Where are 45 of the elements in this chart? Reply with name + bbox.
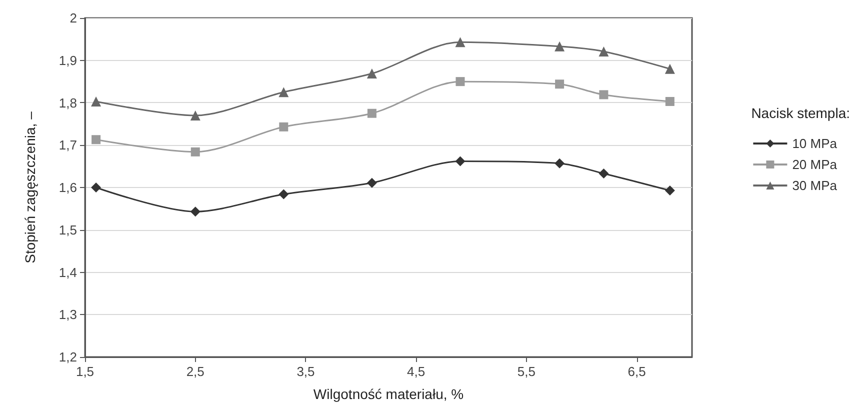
legend-label: 20 MPa — [792, 157, 838, 172]
point — [367, 108, 376, 118]
x-tick-label: 5,5 — [517, 364, 536, 379]
y-tick-label: 1,6 — [58, 180, 77, 195]
point — [598, 46, 609, 56]
point — [91, 96, 102, 106]
point — [664, 185, 675, 196]
x-tick-label: 4,5 — [407, 364, 426, 379]
point — [554, 41, 565, 52]
point — [598, 168, 609, 179]
point — [92, 135, 101, 144]
x-axis-title: Wilgotność materiału, % — [313, 386, 464, 402]
point — [190, 206, 200, 217]
point — [190, 110, 200, 120]
y-tick-label: 2 — [70, 10, 77, 26]
y-axis-title: Stopień zagęszczenia, – — [22, 111, 38, 264]
point — [91, 182, 102, 192]
y-tick-label: 1,5 — [58, 222, 77, 238]
point — [599, 90, 608, 100]
point — [456, 77, 465, 86]
y-tick-label: 1,2 — [58, 350, 77, 364]
legend-label: 10 MPa — [792, 136, 838, 151]
point — [366, 68, 377, 79]
point — [366, 178, 377, 188]
y-tick-label: 1,3 — [58, 307, 77, 322]
x-tick-label: 1,5 — [76, 364, 94, 379]
y-tick-label: 1,8 — [58, 95, 77, 110]
point — [665, 96, 674, 106]
point — [455, 37, 466, 48]
point — [190, 147, 200, 156]
y-tick-label: 1,9 — [58, 52, 77, 68]
y-tick-label: 1,4 — [58, 264, 77, 280]
x-tick-label: 6,5 — [628, 364, 646, 379]
point — [278, 189, 289, 200]
point — [455, 156, 466, 166]
point — [554, 158, 565, 168]
legend-label: 30 MPa — [792, 178, 838, 193]
legend-title: Nacisk stempla: — [751, 105, 850, 121]
x-tick-label: 2,5 — [186, 364, 204, 379]
point — [279, 122, 288, 132]
point — [664, 64, 675, 74]
point — [555, 80, 564, 89]
x-tick-label: 3,5 — [296, 364, 315, 379]
y-tick-label: 1,7 — [58, 138, 77, 153]
point — [278, 87, 289, 98]
